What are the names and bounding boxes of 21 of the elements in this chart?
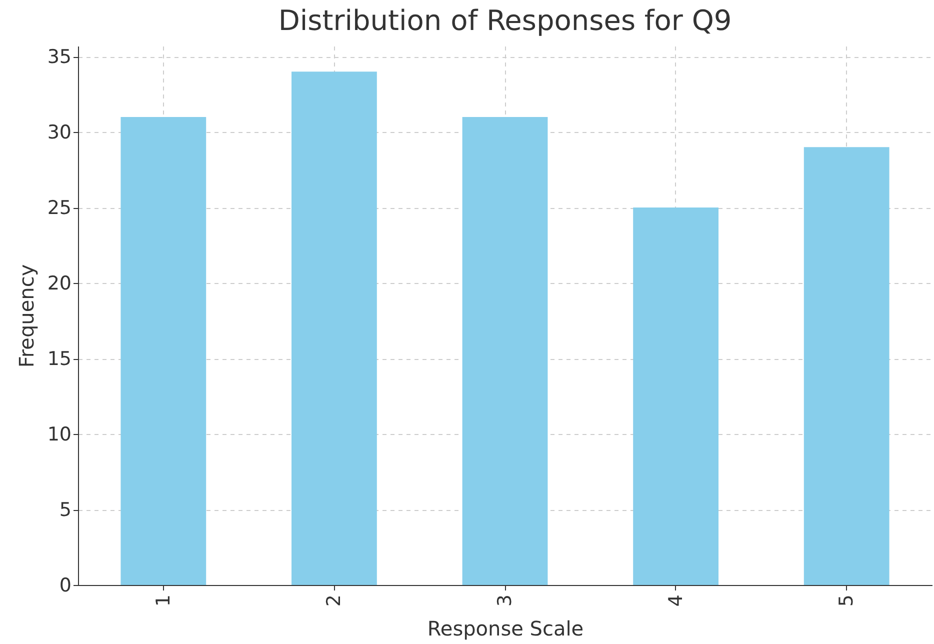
x-tick-label: 3 [494, 594, 516, 607]
y-tick-label: 0 [59, 574, 72, 596]
y-tick-label: 35 [47, 46, 72, 68]
x-tick-label: 5 [836, 594, 858, 607]
bar [120, 116, 206, 585]
y-tick-label: 25 [47, 197, 72, 220]
y-tick-label: 30 [47, 122, 72, 144]
bar [804, 147, 890, 585]
bar [292, 72, 377, 585]
y-tick-label: 20 [47, 272, 72, 295]
chart-title: Distribution of Responses for Q9 [278, 4, 732, 37]
x-tick-label: 4 [664, 594, 687, 607]
y-tick-label: 15 [47, 348, 72, 370]
x-tick-label: 1 [152, 594, 174, 607]
bar [633, 208, 718, 585]
y-tick-label: 5 [59, 499, 72, 522]
bar [462, 116, 548, 585]
y-axis-title: Frequency [14, 264, 38, 368]
x-axis-title: Response Scale [427, 616, 584, 640]
y-tick-label: 10 [47, 424, 72, 446]
x-tick-label: 2 [323, 594, 346, 607]
